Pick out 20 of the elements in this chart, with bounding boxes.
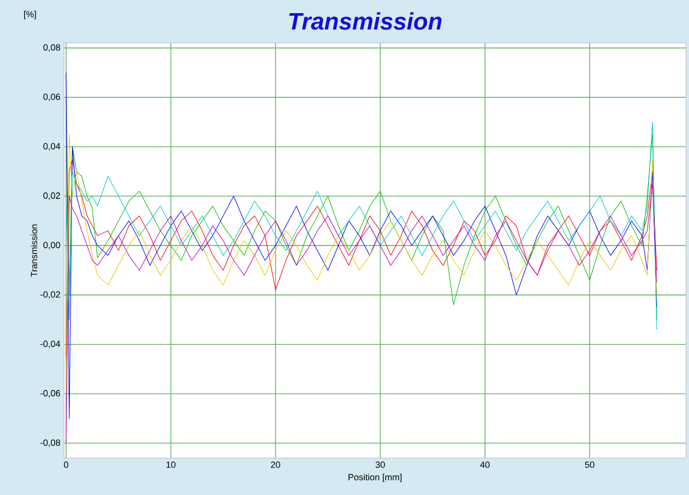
- y-tick-label: -0,06: [40, 390, 60, 398]
- y-tick-label: 0,06: [43, 94, 60, 102]
- y-tick-label: 0,04: [43, 143, 60, 150]
- y-tick-label: 0,02: [43, 192, 60, 200]
- x-tick-label: 30: [376, 462, 385, 468]
- y-axis-title: Transmission: [30, 224, 38, 277]
- x-axis-title: Position [mm]: [348, 474, 402, 482]
- y-tick-label: -0,08: [40, 439, 60, 447]
- x-tick-label: 40: [480, 462, 490, 468]
- x-tick-label: 50: [585, 462, 594, 468]
- line-series: [66, 134, 657, 394]
- y-tick-label: -0,04: [40, 340, 60, 348]
- chart-title: Transmission: [289, 12, 442, 30]
- y-tick-label: 0,00: [43, 242, 60, 250]
- text: [%]: [24, 10, 36, 20]
- x-tick-label: 0: [64, 462, 68, 468]
- x-tick-label: 10: [166, 462, 176, 468]
- x-tick-label: 20: [271, 462, 280, 468]
- y-tick-label: -0,02: [40, 291, 60, 299]
- y-tick-label: 0,08: [43, 44, 60, 52]
